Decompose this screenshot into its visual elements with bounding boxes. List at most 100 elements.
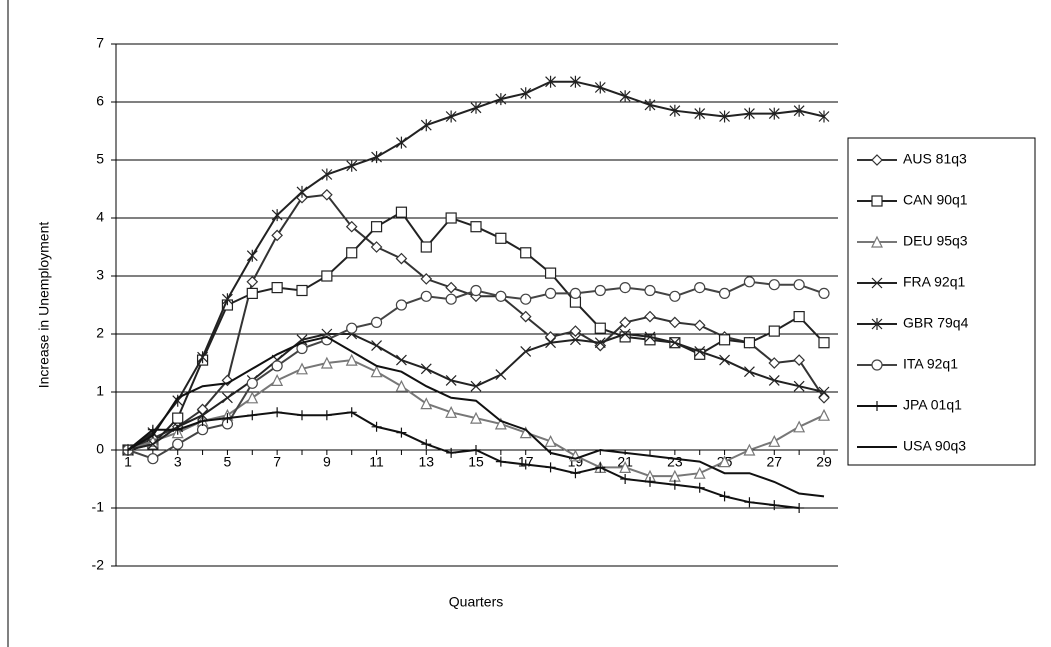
marker — [793, 380, 805, 392]
marker — [669, 290, 681, 302]
marker — [619, 282, 631, 294]
marker — [768, 325, 780, 337]
marker — [370, 365, 383, 378]
marker — [595, 462, 606, 473]
marker — [446, 447, 457, 458]
series-line — [127, 335, 825, 498]
marker — [644, 310, 656, 323]
legend-label: FRA 92q1 — [903, 274, 965, 290]
marker — [470, 380, 482, 392]
y-tick-label: 7 — [96, 35, 104, 51]
marker — [669, 337, 681, 349]
marker — [719, 354, 730, 366]
marker — [545, 462, 556, 473]
legend-label: DEU 95q3 — [903, 233, 968, 249]
marker — [321, 410, 332, 421]
marker — [793, 279, 805, 291]
y-tick-label: 6 — [96, 93, 104, 109]
y-tick-label: 2 — [96, 325, 104, 341]
marker — [370, 316, 383, 328]
marker — [495, 290, 507, 302]
marker — [172, 412, 184, 424]
marker — [395, 379, 408, 392]
legend-marker — [871, 318, 883, 330]
marker — [743, 276, 756, 288]
marker — [768, 374, 780, 386]
marker — [123, 445, 133, 455]
legend-label: CAN 90q1 — [903, 192, 968, 208]
marker — [271, 229, 283, 242]
marker — [246, 377, 258, 389]
marker — [320, 356, 333, 369]
marker — [445, 110, 457, 123]
marker — [768, 279, 780, 291]
marker — [519, 310, 532, 323]
marker — [346, 247, 358, 259]
marker — [693, 466, 706, 479]
marker — [421, 439, 432, 450]
x-tick-label: 9 — [323, 454, 331, 470]
y-axis-label: Increase in Unemployment — [36, 222, 52, 389]
x-tick-label: 29 — [816, 454, 832, 470]
marker — [271, 209, 283, 222]
marker — [743, 337, 756, 349]
marker — [768, 357, 781, 369]
marker — [569, 325, 582, 337]
marker — [794, 503, 805, 513]
marker — [470, 411, 482, 424]
marker — [495, 456, 506, 467]
marker — [420, 363, 432, 375]
marker — [246, 249, 258, 262]
x-tick-label: 1 — [124, 454, 132, 470]
marker — [544, 267, 557, 279]
marker — [718, 334, 731, 346]
marker — [544, 287, 557, 299]
legend-marker — [872, 401, 882, 411]
marker — [669, 104, 681, 117]
marker — [420, 241, 432, 253]
legend-label: GBR 79q4 — [903, 315, 969, 331]
marker — [495, 369, 507, 381]
marker — [445, 281, 457, 294]
marker — [719, 110, 730, 123]
series-line — [127, 411, 800, 509]
marker — [495, 93, 507, 106]
marker — [396, 354, 407, 366]
marker — [718, 455, 731, 468]
x-tick-label: 11 — [369, 454, 384, 470]
marker — [818, 337, 830, 349]
marker — [371, 151, 382, 164]
marker — [619, 316, 631, 329]
marker — [570, 468, 581, 479]
legend-marker — [871, 359, 883, 371]
marker — [222, 392, 233, 404]
marker — [793, 104, 805, 117]
marker — [396, 136, 407, 149]
marker — [520, 293, 532, 305]
legend-label: ITA 92q1 — [903, 356, 958, 372]
marker — [744, 366, 755, 378]
marker — [545, 75, 556, 88]
marker — [718, 287, 731, 299]
y-tick-label: -1 — [92, 499, 105, 515]
marker — [744, 107, 755, 120]
marker — [346, 159, 358, 172]
marker — [346, 407, 357, 418]
marker — [272, 407, 283, 418]
x-tick-label: 7 — [273, 454, 281, 470]
marker — [346, 322, 358, 334]
marker — [694, 482, 705, 493]
marker — [644, 334, 656, 346]
marker — [297, 410, 307, 421]
marker — [818, 287, 830, 299]
marker — [520, 247, 532, 259]
marker — [818, 110, 830, 123]
marker — [445, 212, 457, 224]
marker — [296, 185, 308, 198]
y-tick-label: 3 — [96, 267, 104, 283]
marker — [545, 337, 556, 349]
marker — [321, 168, 333, 181]
marker — [818, 386, 830, 398]
marker — [644, 331, 656, 343]
